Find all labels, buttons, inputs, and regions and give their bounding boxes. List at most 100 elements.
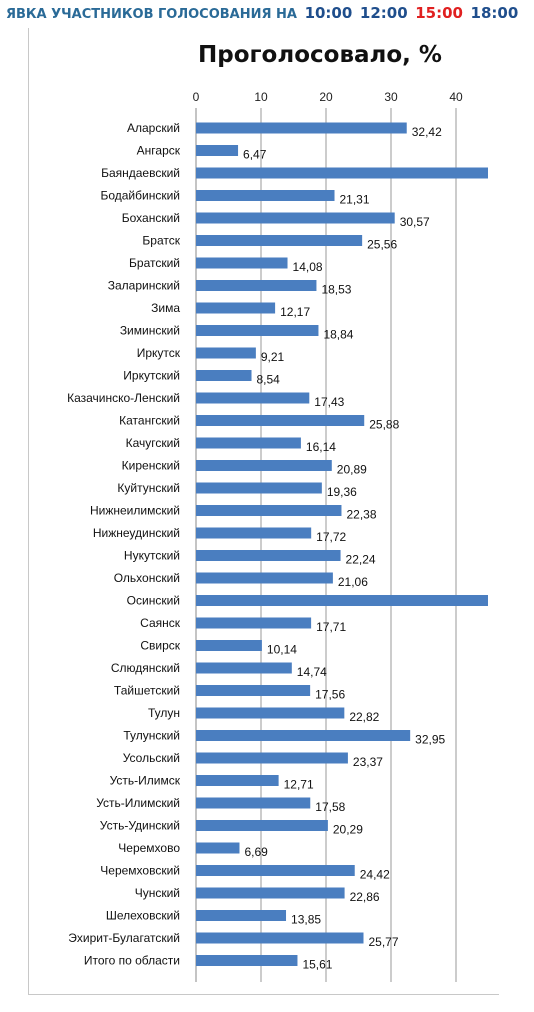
bar [196, 595, 488, 606]
data-label: 30,57 [400, 215, 430, 229]
header-label: ЯВКА УЧАСТНИКОВ ГОЛОСОВАНИЯ НА [6, 7, 297, 22]
category-label: Шелеховский [106, 909, 180, 923]
bar [196, 932, 364, 944]
category-label: Эхирит-Булагатский [68, 931, 180, 945]
bar [196, 325, 319, 336]
category-label: Боханский [122, 211, 180, 225]
category-label: Усть-Илимск [110, 774, 181, 788]
bar [196, 707, 345, 719]
x-tick-label: 40 [449, 90, 463, 104]
data-label: 18,53 [321, 283, 351, 297]
time-10-00[interactable]: 10:00 [304, 4, 353, 22]
category-label: Ангарск [137, 144, 181, 158]
category-label: Усольский [123, 751, 180, 765]
data-label: 14,74 [297, 665, 327, 679]
bar [196, 752, 348, 764]
data-label: 16,14 [306, 440, 336, 454]
bar [196, 122, 407, 134]
category-label: Куйтунский [117, 481, 180, 495]
bar [196, 482, 322, 494]
bar [196, 685, 311, 696]
data-label: 19,36 [327, 485, 357, 499]
category-label: Нижнеилимский [90, 504, 180, 518]
bar [196, 527, 312, 539]
category-label: Киренский [122, 459, 180, 473]
bar [196, 617, 312, 629]
category-label: Итого по области [84, 954, 180, 968]
bar [196, 955, 298, 966]
bar [196, 370, 252, 381]
chart-frame [28, 28, 499, 995]
data-label: 22,24 [346, 553, 376, 567]
category-label: Казачинско-Ленский [67, 391, 180, 405]
category-label: Иркутск [137, 346, 181, 360]
data-label: 20,89 [337, 463, 367, 477]
data-label: 21,06 [338, 575, 368, 589]
bar [196, 842, 240, 854]
data-label: 13,85 [291, 913, 321, 927]
category-label: Усть-Удинский [100, 819, 180, 833]
data-label: 12,71 [284, 778, 314, 792]
data-label: 25,88 [369, 418, 399, 432]
bar [196, 302, 276, 314]
x-tick-label: 30 [384, 90, 398, 104]
category-label: Нукутский [124, 549, 180, 563]
data-label: 22,86 [350, 890, 380, 904]
category-label: Бодайбинский [100, 189, 180, 203]
bar [196, 280, 317, 291]
bar [196, 550, 341, 561]
category-label: Качугский [126, 436, 180, 450]
data-label: 17,71 [316, 620, 346, 634]
data-label: 6,47 [243, 148, 267, 162]
x-tick-label: 0 [193, 90, 200, 104]
data-label: 17,72 [316, 530, 346, 544]
bar [196, 820, 328, 831]
bar [196, 392, 310, 404]
bar [196, 910, 287, 921]
bar [196, 257, 288, 269]
category-label: Усть-Илимский [96, 796, 180, 810]
data-label: 17,58 [315, 800, 345, 814]
bar [196, 640, 262, 651]
bar [196, 505, 342, 516]
data-label: 23,37 [353, 755, 383, 769]
category-label: Ольхонский [114, 571, 180, 585]
data-label: 14,08 [293, 260, 323, 274]
category-label: Аларский [127, 121, 180, 135]
category-label: Тулунский [123, 729, 180, 743]
bar [196, 572, 333, 584]
x-tick-label: 10 [254, 90, 268, 104]
bar [196, 865, 355, 876]
category-label: Свирск [140, 639, 180, 653]
bar [196, 190, 335, 201]
data-label: 22,82 [349, 710, 379, 724]
bar [196, 730, 411, 741]
bar [196, 347, 256, 359]
bar [196, 797, 311, 809]
data-label: 12,17 [280, 305, 310, 319]
bar [196, 662, 292, 674]
category-label: Братский [129, 256, 180, 270]
data-label: 32,95 [415, 733, 445, 747]
category-label: Братск [142, 234, 180, 248]
bar [196, 145, 239, 156]
bar [196, 167, 488, 179]
data-label: 32,42 [412, 125, 442, 139]
data-label: 9,21 [261, 350, 285, 364]
bar [196, 887, 345, 899]
category-label: Саянск [140, 616, 181, 630]
category-label: Черемхово [118, 841, 180, 855]
bar [196, 212, 395, 224]
turnout-header: ЯВКА УЧАСТНИКОВ ГОЛОСОВАНИЯ НА 10:00 12:… [6, 3, 518, 25]
data-label: 15,61 [302, 958, 332, 972]
bar [196, 775, 279, 786]
data-label: 22,38 [346, 508, 376, 522]
time-12-00[interactable]: 12:00 [359, 4, 408, 22]
category-label: Чунский [135, 886, 180, 900]
time-15-00[interactable]: 15:00 [415, 4, 463, 22]
chart-title: Проголосовало, % [198, 42, 442, 68]
data-label: 25,77 [369, 935, 399, 949]
time-18-00[interactable]: 18:00 [470, 4, 519, 22]
category-label: Катангский [119, 414, 180, 428]
category-label: Нижнеудинский [93, 526, 180, 540]
